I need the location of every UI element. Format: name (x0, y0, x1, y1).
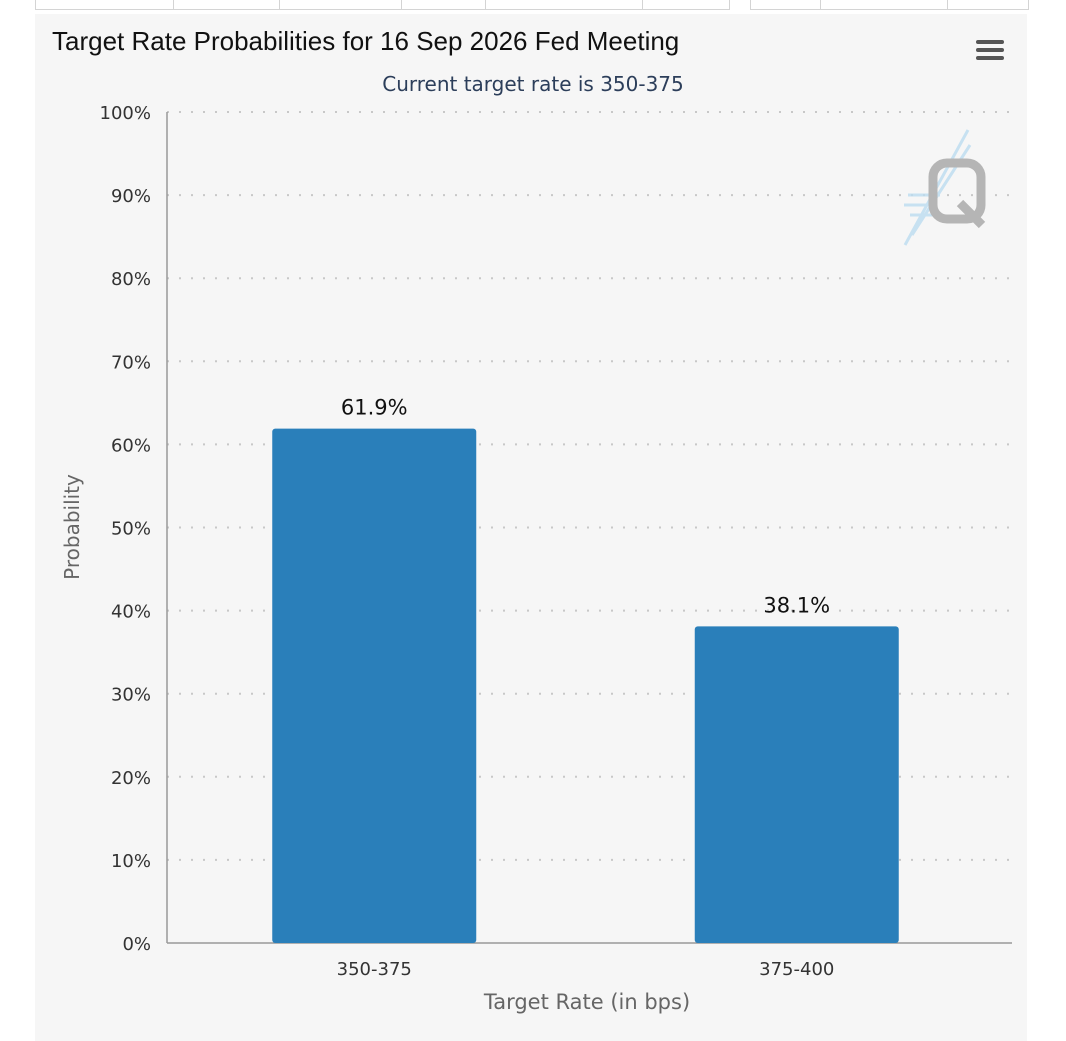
y-axis-title: Probability (60, 474, 84, 580)
y-tick-label: 80% (111, 269, 151, 290)
data-label: 61.9% (341, 396, 408, 420)
y-tick-label: 10% (111, 851, 151, 872)
y-tick-label: 30% (111, 685, 151, 706)
table-cell (642, 0, 730, 10)
x-tick-label: 375-400 (759, 959, 834, 980)
chart-title: Target Rate Probabilities for 16 Sep 202… (52, 26, 680, 56)
hamburger-menu-icon[interactable] (972, 38, 1006, 64)
y-tick-label: 90% (111, 186, 151, 207)
bar-350-375[interactable] (272, 428, 477, 944)
table-cell (820, 0, 948, 10)
bar-375-400[interactable] (694, 626, 899, 943)
chart-subtitle: Current target rate is 350-375 (382, 72, 684, 96)
table-cell (750, 0, 821, 10)
table-cell (485, 0, 643, 10)
table-cell (947, 0, 1029, 10)
y-tick-label: 0% (122, 934, 151, 955)
x-tick-label: 350-375 (337, 959, 412, 980)
table-cell (279, 0, 402, 10)
x-axis-title: Target Rate (in bps) (483, 990, 690, 1014)
y-tick-label: 40% (111, 602, 151, 623)
table-cell (401, 0, 486, 10)
y-tick-label: 50% (111, 519, 151, 540)
y-tick-label: 60% (111, 435, 151, 456)
table-cell (173, 0, 280, 10)
top-table-fragment (0, 0, 1066, 12)
data-label: 38.1% (763, 593, 830, 617)
q-logo-icon (903, 129, 986, 246)
table-cell (35, 0, 174, 10)
labels: 0% 10% 20% 30% 40% 50% 60% 70% 80% 90% 100% 61.9% 35… (60, 103, 834, 1014)
bars (272, 428, 899, 944)
y-tick-label: 70% (111, 352, 151, 373)
y-tick-label: 100% (100, 103, 151, 124)
y-tick-label: 20% (111, 768, 151, 789)
